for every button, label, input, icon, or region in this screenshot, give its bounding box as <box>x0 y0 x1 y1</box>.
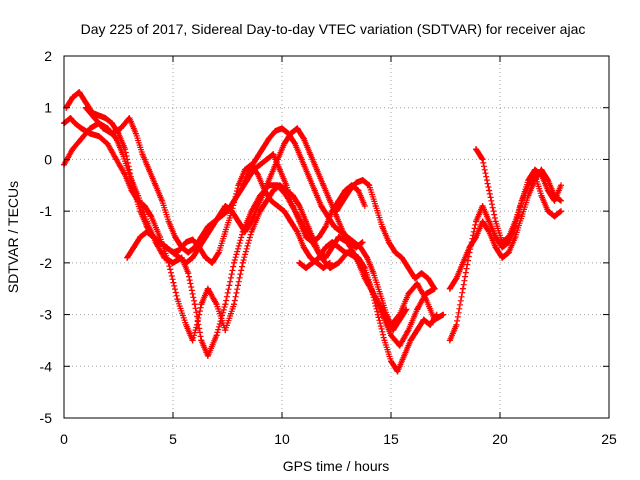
x-tick-label: 20 <box>492 431 508 447</box>
y-tick-label: -4 <box>40 358 53 374</box>
plot-frame <box>63 55 610 419</box>
x-tick-label: 0 <box>60 431 68 447</box>
series-markers <box>296 239 440 375</box>
x-tick-label: 25 <box>601 431 617 447</box>
series-track-5 <box>124 125 366 266</box>
x-tick-label: 15 <box>383 431 399 447</box>
y-tick-label: -1 <box>40 203 53 219</box>
series-track-8 <box>333 177 438 292</box>
series-markers <box>473 146 564 246</box>
data-marks <box>61 89 565 375</box>
y-tick-label: -3 <box>40 307 53 323</box>
axis-ticks: 0 5 10 15 20 25 -5 -4 -3 -2 -1 0 1 2 <box>40 48 617 447</box>
series-markers <box>124 125 365 266</box>
series-track-7 <box>296 239 440 375</box>
series-markers <box>333 177 437 291</box>
x-axis-label: GPS time / hours <box>283 458 390 474</box>
x-tick-label: 5 <box>169 431 177 447</box>
chart-title: Day 225 of 2017, Sidereal Day-to-day VTE… <box>81 21 586 37</box>
y-tick-label: -2 <box>40 255 53 271</box>
y-tick-label: 2 <box>44 48 52 64</box>
series-track-6 <box>239 125 410 334</box>
y-axis-label: SDTVAR / TECUs <box>5 181 21 293</box>
y-tick-label: 0 <box>44 151 52 167</box>
y-tick-label: 1 <box>44 100 52 116</box>
series-track-11 <box>473 146 565 246</box>
x-tick-label: 10 <box>274 431 290 447</box>
series-markers <box>446 166 564 292</box>
series-markers <box>239 125 409 334</box>
y-tick-label: -5 <box>40 410 53 426</box>
